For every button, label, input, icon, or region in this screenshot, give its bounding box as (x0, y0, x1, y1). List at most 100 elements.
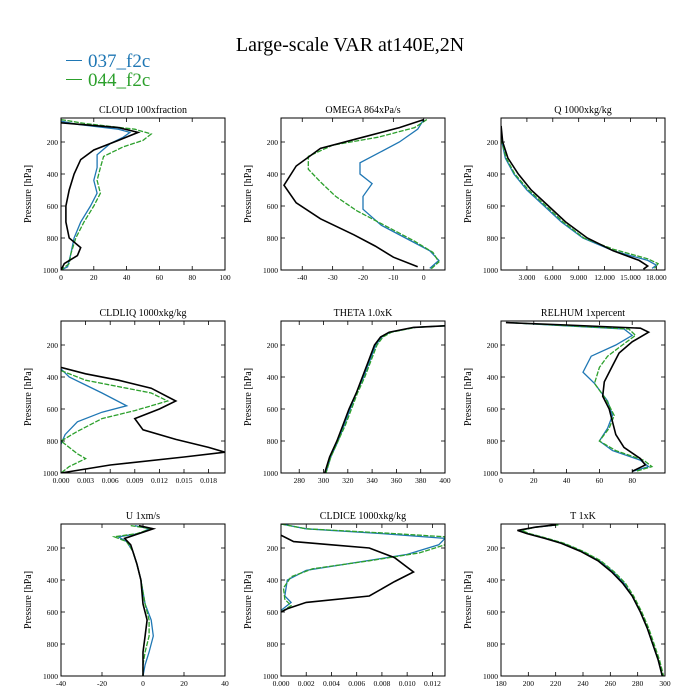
panel-title: Q 1000xkg/kg (554, 105, 612, 116)
y-tick-label: 200 (47, 138, 59, 147)
x-tick-label: 340 (366, 476, 378, 485)
y-tick-label: 200 (47, 544, 59, 553)
x-tick-label: 40 (221, 679, 229, 688)
y-tick-label: 600 (487, 405, 499, 414)
x-tick-label: 0.006 (102, 476, 119, 485)
y-tick-label: 1000 (43, 266, 58, 275)
y-tick-label: 600 (47, 202, 59, 211)
y-tick-label: 800 (267, 437, 279, 446)
legend: 037_f2c 044_f2c (66, 52, 150, 90)
y-tick-label: 1000 (483, 266, 498, 275)
panel-title: U 1xm/s (126, 511, 160, 522)
legend-label-044: 044_f2c (88, 70, 151, 91)
x-tick-label: 300 (318, 476, 330, 485)
series-line-044_f2c (325, 325, 445, 473)
series-line-037_f2c (359, 119, 440, 269)
legend-swatch-044 (66, 79, 82, 81)
y-axis-label: Pressure [hPa] (23, 165, 34, 223)
x-tick-label: 300 (659, 679, 671, 688)
x-tick-label: 20 (90, 273, 98, 282)
x-tick-label: 9.000 (570, 273, 587, 282)
x-tick-label: 60 (596, 476, 604, 485)
panel-title: CLOUD 100xfraction (99, 105, 187, 116)
y-tick-label: 600 (487, 608, 499, 617)
x-tick-label: 80 (628, 476, 636, 485)
y-tick-label: 400 (267, 373, 279, 382)
y-tick-label: 200 (267, 544, 279, 553)
x-tick-label: 0.012 (424, 679, 441, 688)
panel-title: CLDLIQ 1000xkg/kg (100, 308, 187, 319)
x-tick-label: 0.009 (126, 476, 143, 485)
series-line-obs (61, 122, 141, 270)
series-line-obs (501, 125, 650, 270)
legend-item-037: 037_f2c (66, 52, 150, 71)
x-tick-label: -20 (97, 679, 107, 688)
x-tick-label: 100 (219, 273, 231, 282)
x-tick-label: 220 (550, 679, 562, 688)
y-tick-label: 400 (47, 170, 59, 179)
series-line-037_f2c (61, 368, 129, 445)
x-tick-label: 0.000 (53, 476, 70, 485)
plot-frame (280, 320, 446, 474)
x-tick-label: 360 (391, 476, 403, 485)
y-tick-label: 200 (487, 544, 499, 553)
x-tick-label: 240 (577, 679, 589, 688)
x-tick-label: -20 (358, 273, 368, 282)
y-tick-label: 200 (267, 138, 279, 147)
series-line-044_f2c (111, 524, 152, 676)
y-tick-label: 400 (487, 373, 499, 382)
series-line-obs (505, 321, 651, 473)
series-line-044_f2c (61, 118, 153, 270)
y-axis-label: Pressure [hPa] (243, 571, 254, 629)
y-tick-label: 600 (487, 202, 499, 211)
x-tick-label: 0.018 (200, 476, 217, 485)
legend-swatch-037 (66, 60, 82, 62)
y-tick-label: 800 (487, 234, 499, 243)
x-tick-label: -40 (297, 273, 307, 282)
x-tick-label: 0.006 (348, 679, 365, 688)
y-tick-label: 800 (47, 437, 59, 446)
y-axis-label: Pressure [hPa] (463, 368, 474, 426)
series-line-obs (517, 524, 664, 676)
panel-1: CLOUD 100xfraction Pressure [hPa] 200 400 60… (23, 105, 231, 282)
series-line-044_f2c (281, 524, 445, 613)
y-tick-label: 1000 (483, 672, 498, 681)
y-tick-label: 600 (47, 608, 59, 617)
series-line-037_f2c (116, 524, 154, 676)
panel-title: CLDICE 1000xkg/kg (320, 511, 406, 522)
panel-2: OMEGA 864xPa/s Pressure [hPa] 200 400 600 800… (243, 105, 446, 282)
panel-8: CLDICE 1000xkg/kg Pressure [hPa] 200 400 600… (243, 511, 446, 688)
series-line-044_f2c (307, 119, 440, 270)
y-tick-label: 800 (47, 640, 59, 649)
x-tick-label: 180 (495, 679, 507, 688)
x-tick-label: 280 (632, 679, 644, 688)
y-tick-label: 200 (487, 138, 499, 147)
plot-frame (60, 320, 226, 474)
series-line-037_f2c (517, 524, 663, 676)
x-tick-label: 40 (123, 273, 131, 282)
x-tick-label: 0 (422, 273, 426, 282)
series-line-044_f2c (509, 321, 654, 473)
y-tick-label: 800 (267, 234, 279, 243)
panel-4: CLDLIQ 1000xkg/kg Pressure [hPa] 200 400 600… (23, 308, 226, 485)
x-tick-label: 18.000 (646, 273, 667, 282)
y-tick-label: 400 (487, 170, 499, 179)
x-tick-label: 200 (523, 679, 535, 688)
y-tick-label: 400 (487, 576, 499, 585)
series-line-obs (123, 524, 157, 676)
series-line-037_f2c (325, 325, 445, 473)
y-tick-label: 400 (47, 373, 59, 382)
panel-title: RELHUM 1xpercent (541, 308, 625, 319)
y-tick-label: 200 (267, 341, 279, 350)
x-tick-label: 380 (415, 476, 427, 485)
x-tick-label: 0 (499, 476, 503, 485)
y-tick-label: 200 (47, 341, 59, 350)
x-tick-label: 40 (563, 476, 571, 485)
y-tick-label: 400 (267, 576, 279, 585)
series-line-037_f2c (61, 120, 132, 270)
y-tick-label: 1000 (263, 266, 278, 275)
y-tick-label: 1000 (43, 469, 58, 478)
x-tick-label: 280 (294, 476, 306, 485)
